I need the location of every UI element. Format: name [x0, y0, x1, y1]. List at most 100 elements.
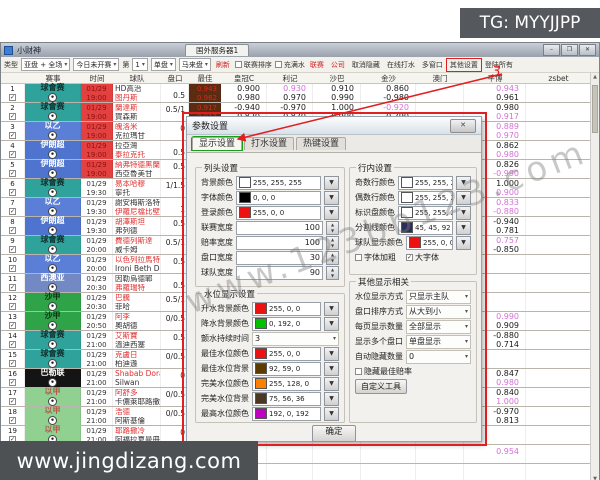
dropdown-field[interactable]: 单盘显示 [406, 334, 471, 349]
chevron-down-icon[interactable]: ▼ [324, 346, 339, 361]
chevron-down-icon[interactable]: ▼ [456, 220, 471, 235]
toolbar-button[interactable]: 取消隐藏 [351, 60, 380, 69]
row-checkbox-icon[interactable]: ✓ [9, 398, 16, 406]
chevron-down-icon[interactable]: ▼ [456, 205, 471, 220]
checkbox-option[interactable]: 字体加粗 [355, 252, 396, 263]
color-field[interactable]: 255, 255, 255 [398, 190, 453, 205]
spin-down-icon[interactable]: ▼ [330, 227, 335, 233]
checkbox-option[interactable]: ✓ 大字体 [406, 252, 439, 263]
minimize-button[interactable]: – [543, 44, 560, 56]
dropdown-field[interactable]: 从大到小 [406, 304, 471, 319]
chevron-down-icon[interactable]: ▼ [456, 190, 471, 205]
row-select-cell[interactable]: 15 ✓ [1, 350, 25, 368]
dropdown-field[interactable]: 3 [252, 331, 339, 346]
row-select-cell[interactable]: 13 ✓ [1, 312, 25, 330]
row-checkbox-icon[interactable]: ✓ [9, 94, 16, 102]
row-checkbox-icon[interactable]: ✓ [9, 417, 16, 425]
chevron-down-icon[interactable]: ▼ [324, 361, 339, 376]
color-field[interactable]: 92, 59, 0 [252, 361, 321, 376]
dropdown-field[interactable]: 0 [406, 349, 471, 364]
chevron-down-icon[interactable]: ▼ [456, 235, 471, 250]
row-checkbox-icon[interactable]: ✓ [9, 379, 16, 387]
row-checkbox-icon[interactable]: ✓ [9, 284, 16, 292]
toolbar-checkbox[interactable]: 充满水 [274, 60, 305, 70]
spinner-icon[interactable]: ▲ ▼ [326, 250, 339, 265]
row-checkbox-icon[interactable]: ✓ [9, 265, 16, 273]
toolbar-dropdown[interactable]: 1 [132, 58, 148, 71]
row-select-cell[interactable]: 1 ✓ [1, 84, 25, 102]
row-checkbox-icon[interactable]: ✓ [9, 341, 16, 349]
custom-tools-button[interactable]: 自定义工具 [355, 379, 407, 394]
chevron-down-icon[interactable]: ▼ [324, 190, 339, 205]
chevron-down-icon[interactable]: ▼ [324, 175, 339, 190]
row-checkbox-icon[interactable]: ✓ [9, 151, 16, 159]
row-select-cell[interactable]: 18 ✓ [1, 407, 25, 425]
row-select-cell[interactable]: 12 ✓ [1, 293, 25, 311]
width-value-field[interactable]: 90 [236, 265, 323, 280]
toolbar-button[interactable]: 刷新 [215, 60, 230, 69]
checkbox-option[interactable]: 隐藏最佳赔率 [355, 366, 412, 377]
row-checkbox-icon[interactable]: ✓ [9, 360, 16, 368]
color-field[interactable]: 255, 128, 0 [252, 376, 321, 391]
row-select-cell[interactable]: 9 ✓ [1, 236, 25, 254]
spin-down-icon[interactable]: ▼ [330, 257, 335, 263]
chevron-down-icon[interactable]: ▼ [324, 406, 339, 421]
row-select-cell[interactable]: 3 ✓ [1, 122, 25, 140]
spinner-icon[interactable]: ▲ ▼ [326, 220, 339, 235]
row-select-cell[interactable]: 10 ✓ [1, 255, 25, 273]
maximize-button[interactable]: ❐ [561, 44, 578, 56]
row-checkbox-icon[interactable]: ✓ [9, 322, 16, 330]
color-field[interactable]: 255, 0, 0 [406, 235, 453, 250]
scroll-up-icon[interactable]: ▲ [593, 74, 597, 80]
row-checkbox-icon[interactable]: ✓ [9, 113, 16, 121]
color-field[interactable]: 255, 0, 0 [252, 301, 321, 316]
chevron-down-icon[interactable]: ▼ [324, 391, 339, 406]
spin-down-icon[interactable]: ▼ [330, 242, 335, 248]
width-value-field[interactable]: 100 [236, 235, 323, 250]
toolbar-button[interactable]: 在线打水 [386, 60, 415, 69]
ok-button[interactable]: 确定 [312, 425, 356, 442]
spin-down-icon[interactable]: ▼ [330, 272, 335, 278]
dropdown-field[interactable]: 全部显示 [406, 319, 471, 334]
row-select-cell[interactable]: 11 ✓ [1, 274, 25, 292]
color-field[interactable]: 255, 255, 255 [398, 175, 453, 190]
tab-2[interactable]: 打水设置 [244, 137, 295, 150]
row-select-cell[interactable]: 4 ✓ [1, 141, 25, 159]
color-field[interactable]: 255, 255, 255 [398, 205, 453, 220]
dialog-close-icon[interactable]: ✕ [450, 118, 476, 133]
row-checkbox-icon[interactable]: ✓ [9, 303, 16, 311]
dropdown-field[interactable]: 只显示主队 [406, 289, 471, 304]
toolbar-button[interactable]: 公司 [330, 60, 345, 69]
server-tab[interactable]: 国外服务器1 [185, 44, 250, 56]
color-field[interactable]: 255, 0, 0 [236, 205, 321, 220]
toolbar-dropdown[interactable]: 亚盘 + 全场 [21, 58, 71, 71]
row-select-cell[interactable]: 14 ✓ [1, 331, 25, 349]
chevron-down-icon[interactable]: ▼ [324, 376, 339, 391]
color-field[interactable]: 45, 45, 92 [398, 220, 453, 235]
width-value-field[interactable]: 30 [236, 250, 323, 265]
row-checkbox-icon[interactable]: ✓ [9, 208, 16, 216]
chevron-down-icon[interactable]: ▼ [324, 301, 339, 316]
toolbar-button[interactable]: 联赛 [309, 60, 324, 69]
row-select-cell[interactable]: 5 ✓ [1, 160, 25, 178]
row-checkbox-icon[interactable]: ✓ [9, 227, 16, 235]
toolbar-button[interactable]: 其他设置 [445, 57, 482, 72]
toolbar-dropdown[interactable]: 今日未开赛 [73, 58, 120, 71]
tab-1[interactable]: 显示设置 [190, 136, 244, 151]
color-field[interactable]: 255, 255, 255 [236, 175, 321, 190]
scrollbar-thumb[interactable] [592, 85, 598, 133]
toolbar-dropdown[interactable]: 马来盘 [178, 58, 211, 71]
scroll-down-icon[interactable]: ▼ [593, 476, 597, 480]
toolbar-checkbox[interactable]: 联赛排序 [234, 60, 272, 70]
toolbar-button[interactable]: 多窗口 [421, 60, 443, 69]
width-value-field[interactable]: 100 [236, 220, 323, 235]
spinner-icon[interactable]: ▲ ▼ [326, 265, 339, 280]
color-field[interactable]: 192, 0, 192 [252, 406, 321, 421]
tab-3[interactable]: 热键设置 [296, 137, 347, 150]
row-select-cell[interactable]: 16 ✓ [1, 369, 25, 387]
row-select-cell[interactable]: 17 ✓ [1, 388, 25, 406]
row-select-cell[interactable]: 7 ✓ [1, 198, 25, 216]
toolbar-button[interactable]: 登陆所有 [484, 60, 513, 69]
vertical-scrollbar[interactable]: ▲ ▼ [590, 73, 599, 480]
spinner-icon[interactable]: ▲ ▼ [326, 235, 339, 250]
